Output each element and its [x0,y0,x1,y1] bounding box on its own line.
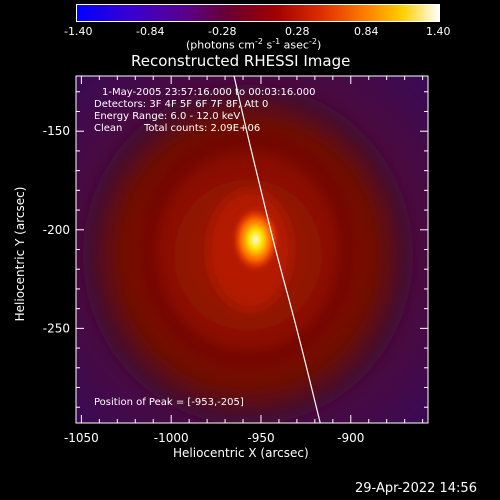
info-detectors: Detectors: 3F 4F 5F 6F 7F 8F, Att 0 [94,99,269,110]
y-tick-label: -200 [43,223,70,237]
y-axis-ticks: -150 -200 -250 [43,91,428,408]
x-tick-label: -1000 [154,431,189,445]
x-tick-label: -950 [247,431,274,445]
units-suffix: ) [316,38,322,52]
colorbar-units: (photons cm-2 s-1 asec-2) [186,37,321,52]
heatmap-kernel [227,201,284,278]
colorbar [76,4,440,22]
info-time-range: 1-May-2005 23:57:16.000 to 00:03:16.000 [102,87,316,98]
x-tick-label: -1050 [64,431,99,445]
units-exp: -2 [254,37,263,46]
solar-limb-curve [233,76,321,423]
x-tick-label: -900 [337,431,364,445]
info-total-counts: Total counts: 2.09E+06 [144,123,261,134]
info-peak: Position of Peak = [-953,-205] [94,397,244,408]
colorbar-tick: -0.28 [208,25,237,38]
x-axis-label: Heliocentric X (arcsec) [173,446,309,460]
colorbar-tick: 0.84 [354,25,379,38]
units-mid: asec [280,38,309,52]
y-tick-label: -250 [43,321,70,335]
x-axis-ticks: -1050 -1000 -950 -900 [64,76,424,445]
heatmap-dark-ring [139,131,357,369]
units-prefix: (photons cm [186,38,255,52]
info-clean: Clean [94,123,123,134]
units-mid: s [262,38,273,52]
chart-title: Reconstructed RHESSI Image [131,52,351,70]
colorbar-tick: -1.40 [64,25,93,38]
y-tick-label: -150 [43,124,70,138]
colorbar-tick: -0.84 [136,25,165,38]
footer-date: 29-Apr-2022 14:56 [355,481,477,496]
y-axis-label: Heliocentric Y (arcsec) [13,186,27,322]
units-exp: -1 [272,37,281,46]
colorbar-tick: 1.40 [426,25,451,38]
units-exp: -2 [308,37,317,46]
info-energy: Energy Range: 6.0 - 12.0 keV [94,111,241,122]
colorbar-tick: 0.28 [285,25,310,38]
